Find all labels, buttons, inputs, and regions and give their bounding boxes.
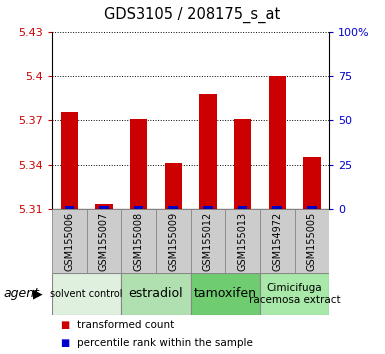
Bar (238, 206, 247, 209)
Bar (130, 119, 147, 209)
Text: GSM155013: GSM155013 (238, 211, 248, 270)
Bar (121, 209, 156, 273)
Text: GSM155007: GSM155007 (99, 211, 109, 271)
Bar (225, 209, 260, 273)
Bar (191, 209, 225, 273)
Bar (295, 209, 329, 273)
Bar (169, 206, 178, 209)
Bar (273, 206, 282, 209)
Bar (199, 94, 216, 209)
Text: GSM155008: GSM155008 (134, 211, 144, 270)
Bar (52, 209, 87, 273)
Bar (61, 112, 78, 209)
Bar (191, 273, 260, 315)
Text: estradiol: estradiol (129, 287, 183, 300)
Text: Cimicifuga
racemosa extract: Cimicifuga racemosa extract (249, 283, 340, 305)
Bar (87, 209, 121, 273)
Text: ■: ■ (60, 338, 69, 348)
Text: ■: ■ (60, 320, 69, 330)
Text: GDS3105 / 208175_s_at: GDS3105 / 208175_s_at (104, 7, 281, 23)
Text: GSM155009: GSM155009 (168, 211, 178, 270)
Text: agent: agent (4, 287, 40, 300)
Text: transformed count: transformed count (77, 320, 174, 330)
Bar (65, 206, 74, 209)
Text: GSM154972: GSM154972 (272, 211, 282, 271)
Bar (260, 209, 295, 273)
Bar (268, 76, 286, 209)
Text: solvent control: solvent control (50, 289, 123, 299)
Bar (307, 206, 316, 209)
Bar (164, 163, 182, 209)
Bar (134, 206, 143, 209)
Bar (303, 157, 320, 209)
Text: tamoxifen: tamoxifen (194, 287, 257, 300)
Bar (156, 209, 191, 273)
Bar (99, 206, 109, 209)
Bar (121, 273, 191, 315)
Bar (52, 273, 121, 315)
Text: percentile rank within the sample: percentile rank within the sample (77, 338, 253, 348)
Text: GSM155006: GSM155006 (64, 211, 74, 270)
Bar (260, 273, 329, 315)
Text: GSM155005: GSM155005 (307, 211, 317, 271)
Bar (95, 204, 112, 209)
Text: GSM155012: GSM155012 (203, 211, 213, 271)
Bar (203, 206, 213, 209)
Bar (234, 119, 251, 209)
Text: ▶: ▶ (33, 287, 43, 300)
